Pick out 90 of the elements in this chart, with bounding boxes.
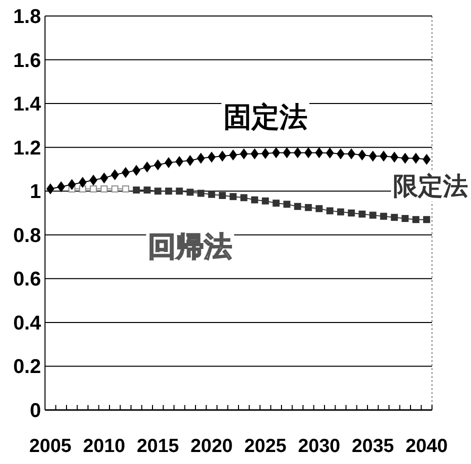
- point: [282, 147, 291, 158]
- point: [176, 188, 183, 195]
- point: [262, 197, 269, 204]
- point: [154, 159, 162, 170]
- point: [348, 210, 355, 216]
- point: [358, 149, 366, 160]
- x-tick-label: 2015: [136, 436, 180, 457]
- series-label: 回帰法: [146, 230, 234, 263]
- series-label: 固定法: [221, 100, 310, 134]
- y-tick-label: 0.4: [13, 312, 42, 334]
- point: [111, 185, 118, 192]
- point: [369, 212, 376, 219]
- point: [89, 174, 98, 186]
- point: [390, 214, 398, 221]
- x-tick-label: 2010: [82, 436, 126, 457]
- point: [390, 152, 398, 163]
- point: [250, 148, 259, 160]
- point: [132, 186, 140, 194]
- point: [401, 152, 410, 164]
- point: [422, 154, 431, 165]
- y-tick-label: 1.6: [13, 50, 41, 72]
- point: [122, 167, 130, 178]
- point: [347, 148, 356, 160]
- x-tick-label: 2005: [29, 436, 72, 457]
- point: [165, 188, 172, 195]
- point: [144, 186, 151, 194]
- point: [46, 183, 54, 194]
- point: [100, 185, 108, 192]
- x-tick-label: 2040: [405, 436, 448, 457]
- point: [358, 210, 366, 218]
- x-tick-label: 2030: [298, 436, 340, 457]
- point: [154, 188, 162, 195]
- x-tick-label: 2035: [352, 436, 394, 457]
- point: [196, 152, 205, 164]
- y-tick-label: 0.6: [13, 268, 41, 291]
- point: [326, 148, 334, 159]
- x-tick-label: 2020: [190, 436, 233, 457]
- point: [336, 148, 345, 160]
- y-tick-label: 1.8: [13, 6, 41, 28]
- point: [218, 192, 226, 199]
- point: [79, 185, 86, 192]
- point: [218, 150, 226, 162]
- point: [208, 152, 216, 163]
- point: [380, 150, 388, 162]
- point: [316, 205, 323, 212]
- point: [423, 216, 430, 224]
- point: [164, 157, 173, 168]
- point: [261, 148, 270, 159]
- point: [304, 147, 312, 158]
- point: [122, 185, 130, 192]
- point: [272, 200, 280, 207]
- point: [132, 164, 140, 176]
- point: [240, 148, 248, 160]
- y-tick-label: 1.4: [13, 94, 42, 116]
- point: [68, 179, 76, 190]
- y-tick-label: 1.2: [13, 137, 41, 160]
- point: [294, 147, 302, 158]
- point: [402, 214, 409, 222]
- point: [143, 162, 152, 173]
- point: [90, 185, 97, 192]
- y-tick-label: 0: [30, 400, 41, 422]
- point: [57, 181, 66, 192]
- point: [175, 156, 184, 168]
- point: [368, 150, 377, 162]
- point: [78, 176, 87, 188]
- point: [380, 212, 388, 220]
- y-tick-label: 1: [30, 181, 41, 204]
- point: [251, 196, 258, 204]
- point: [240, 194, 248, 202]
- point: [304, 204, 312, 212]
- point: [294, 202, 302, 210]
- point: [315, 147, 324, 158]
- point: [100, 172, 108, 184]
- point: [229, 149, 238, 160]
- x-tick-label: 2025: [244, 436, 287, 457]
- point: [186, 154, 194, 166]
- point: [412, 152, 420, 164]
- point: [412, 216, 420, 224]
- series-label: 限定法: [391, 172, 470, 202]
- point: [337, 208, 344, 216]
- point: [326, 207, 334, 214]
- point: [110, 169, 119, 180]
- point: [230, 193, 237, 200]
- y-tick-label: 0.2: [13, 356, 41, 378]
- point: [197, 190, 204, 197]
- point: [283, 200, 290, 208]
- point: [272, 147, 280, 158]
- point: [208, 190, 216, 198]
- y-tick-label: 0.8: [13, 224, 41, 247]
- point: [186, 188, 194, 196]
